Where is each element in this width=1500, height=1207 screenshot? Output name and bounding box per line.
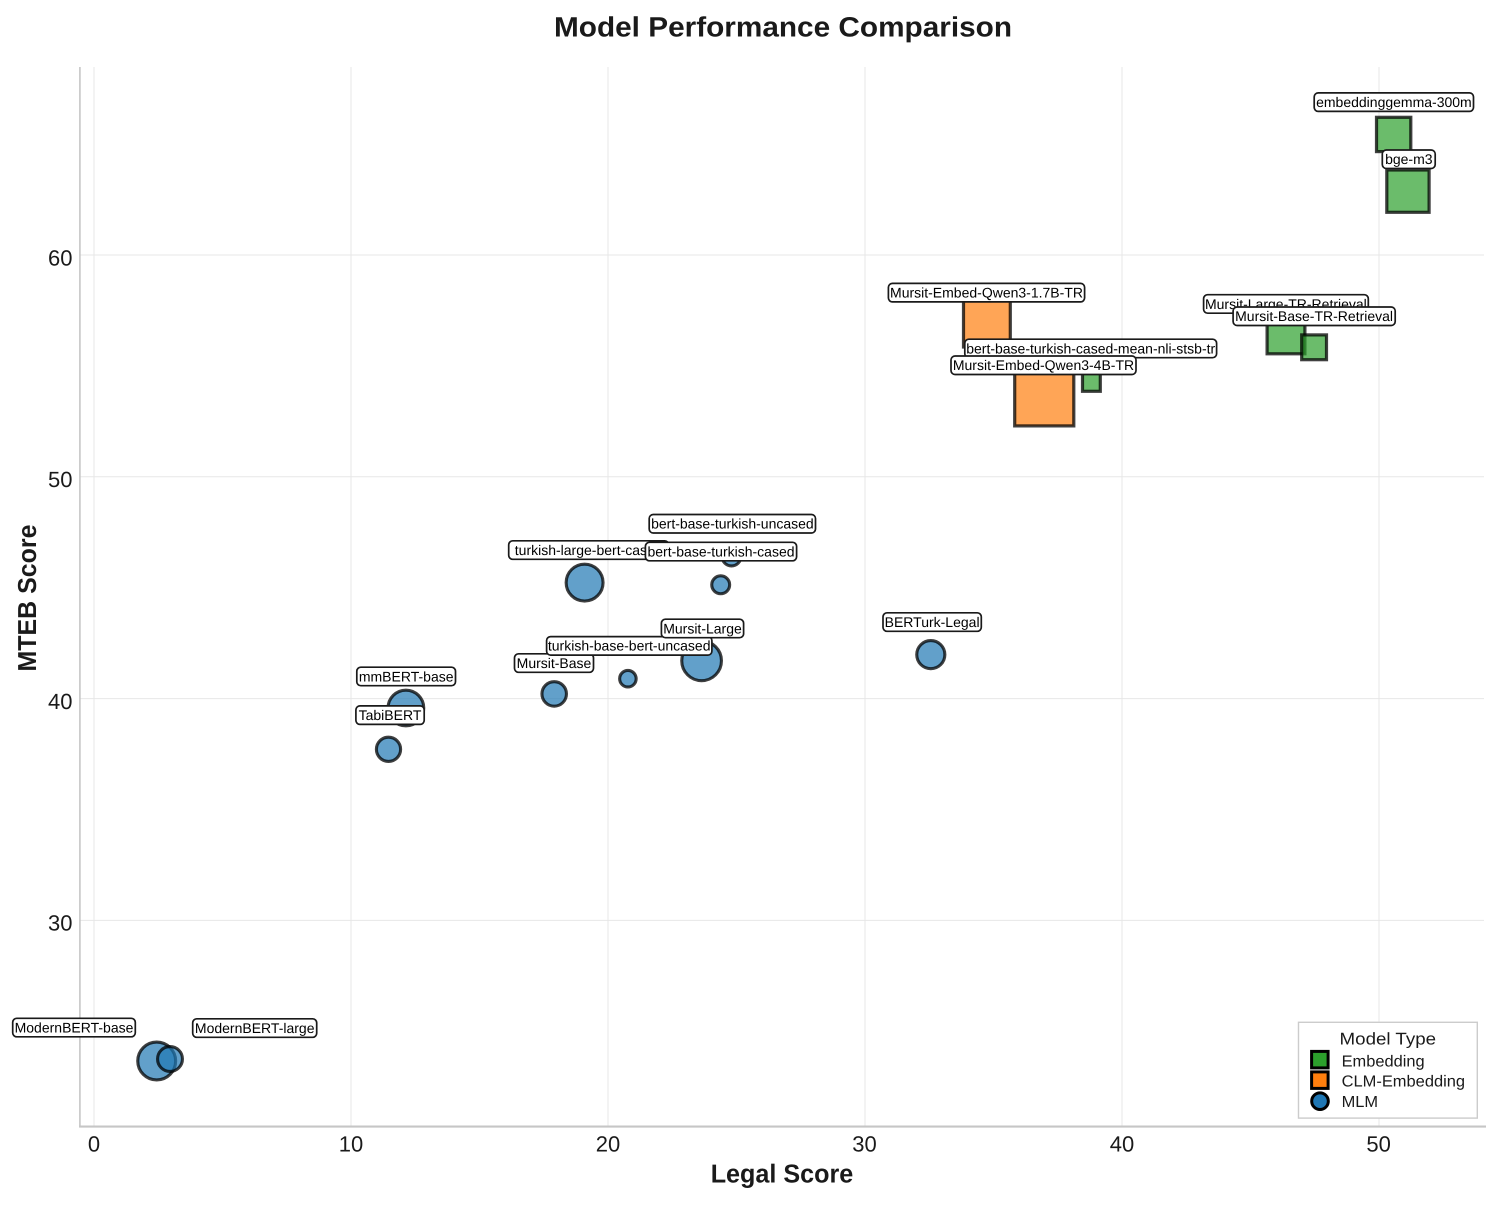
svg-text:40: 40	[1110, 1131, 1134, 1156]
svg-text:50: 50	[1366, 1131, 1390, 1156]
svg-text:TabiBERT: TabiBERT	[359, 707, 422, 723]
svg-text:turkish-large-bert-cased: turkish-large-bert-cased	[515, 542, 663, 558]
svg-text:30: 30	[48, 911, 72, 936]
svg-text:Legal Score: Legal Score	[711, 1159, 854, 1189]
svg-text:Model Type: Model Type	[1340, 1030, 1437, 1049]
svg-text:BERTurk-Legal: BERTurk-Legal	[885, 614, 980, 630]
svg-text:ModernBERT-large: ModernBERT-large	[195, 1020, 315, 1036]
svg-text:40: 40	[48, 689, 72, 714]
svg-text:embeddinggemma-300m: embeddinggemma-300m	[1316, 94, 1472, 110]
svg-text:30: 30	[852, 1131, 876, 1156]
svg-text:Mursit-Large: Mursit-Large	[663, 620, 742, 636]
svg-text:bge-m3: bge-m3	[1385, 151, 1433, 167]
svg-text:Mursit-Embed-Qwen3-1.7B-TR: Mursit-Embed-Qwen3-1.7B-TR	[890, 285, 1083, 301]
svg-text:mmBERT-base: mmBERT-base	[359, 668, 454, 684]
svg-text:60: 60	[48, 245, 72, 270]
svg-text:MLM: MLM	[1342, 1094, 1379, 1111]
svg-text:Embedding: Embedding	[1342, 1054, 1425, 1071]
svg-text:turkish-base-bert-uncased: turkish-base-bert-uncased	[548, 638, 711, 654]
svg-text:50: 50	[48, 467, 72, 492]
svg-text:bert-base-turkish-cased-mean-n: bert-base-turkish-cased-mean-nli-stsb-tr	[966, 340, 1215, 356]
svg-text:MTEB Score: MTEB Score	[12, 525, 42, 672]
svg-text:CLM-Embedding: CLM-Embedding	[1342, 1074, 1466, 1091]
svg-text:Model Performance Comparison: Model Performance Comparison	[554, 11, 1012, 42]
svg-text:bert-base-turkish-uncased: bert-base-turkish-uncased	[651, 516, 814, 532]
svg-text:bert-base-turkish-cased: bert-base-turkish-cased	[647, 543, 794, 559]
svg-text:Mursit-Base: Mursit-Base	[517, 655, 592, 671]
svg-text:20: 20	[596, 1131, 620, 1156]
svg-text:Mursit-Base-TR-Retrieval: Mursit-Base-TR-Retrieval	[1235, 308, 1393, 324]
svg-text:Mursit-Embed-Qwen3-4B-TR: Mursit-Embed-Qwen3-4B-TR	[953, 357, 1134, 373]
svg-text:ModernBERT-base: ModernBERT-base	[15, 1020, 134, 1036]
svg-text:10: 10	[339, 1131, 363, 1156]
svg-text:0: 0	[88, 1131, 100, 1156]
